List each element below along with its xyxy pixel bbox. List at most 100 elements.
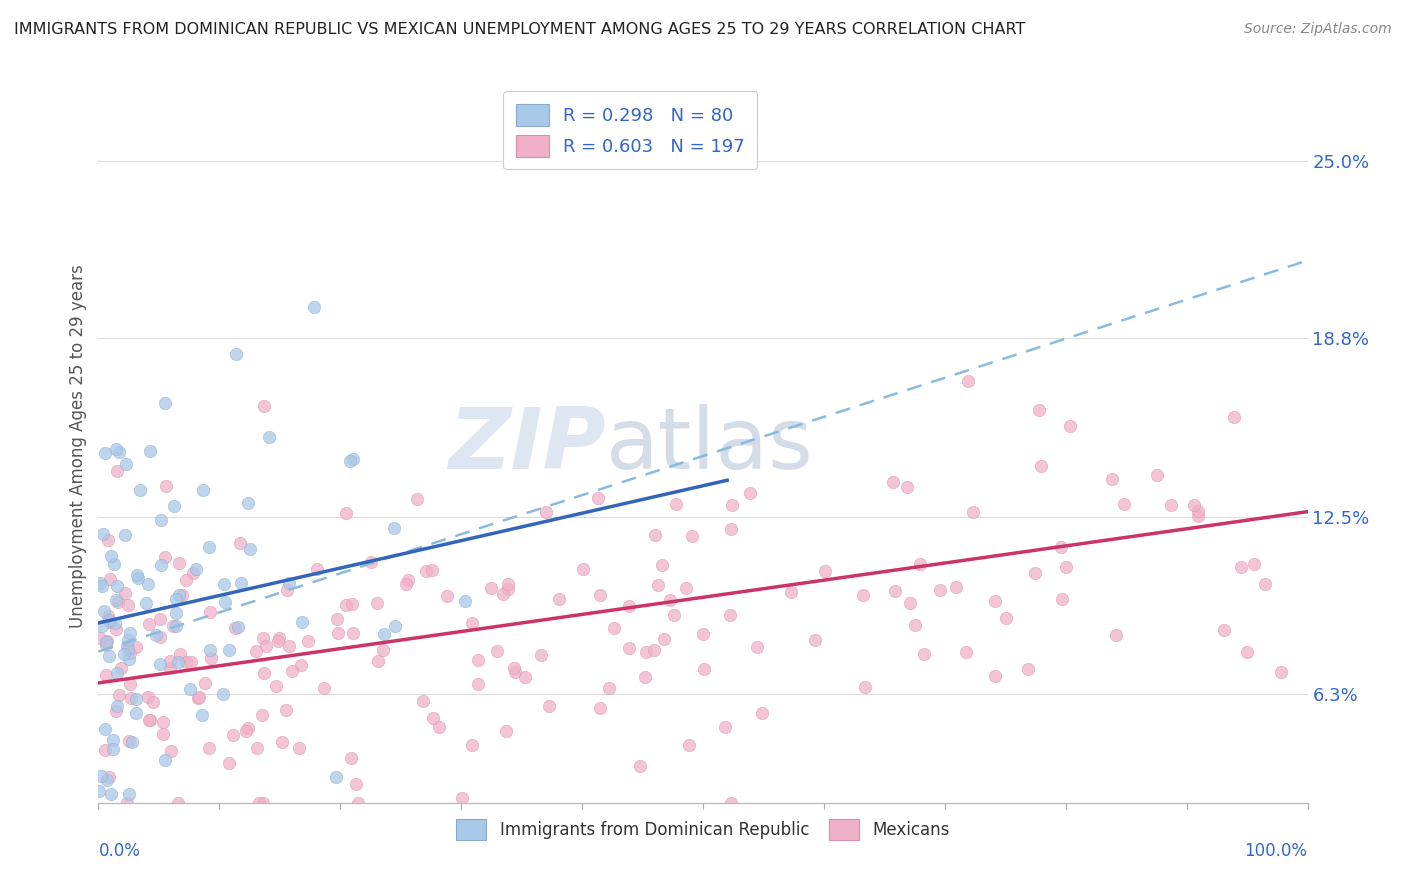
Text: atlas: atlas bbox=[606, 404, 814, 488]
Point bbox=[896, 480, 918, 494]
Point bbox=[184, 562, 207, 576]
Point bbox=[326, 626, 349, 640]
Point bbox=[454, 594, 477, 608]
Point bbox=[492, 587, 515, 601]
Point bbox=[117, 641, 139, 656]
Point bbox=[427, 720, 450, 734]
Point bbox=[138, 616, 160, 631]
Point bbox=[148, 657, 170, 671]
Point bbox=[718, 607, 741, 622]
Point bbox=[589, 588, 612, 602]
Point bbox=[955, 645, 977, 659]
Point bbox=[1054, 560, 1077, 574]
Point bbox=[104, 615, 127, 630]
Point bbox=[1101, 472, 1123, 486]
Point bbox=[174, 655, 197, 669]
Point bbox=[384, 618, 406, 632]
Point bbox=[277, 639, 299, 653]
Point bbox=[652, 632, 675, 647]
Point bbox=[198, 642, 221, 657]
Point bbox=[346, 777, 368, 791]
Point bbox=[994, 611, 1017, 625]
Point bbox=[882, 475, 904, 489]
Point bbox=[855, 680, 877, 694]
Point bbox=[253, 399, 276, 413]
Point bbox=[125, 706, 148, 720]
Point bbox=[153, 753, 176, 767]
Point bbox=[112, 648, 135, 662]
Point bbox=[678, 738, 700, 752]
Point bbox=[962, 505, 984, 519]
Text: Source: ZipAtlas.com: Source: ZipAtlas.com bbox=[1244, 22, 1392, 37]
Point bbox=[96, 772, 118, 787]
Point bbox=[107, 595, 129, 609]
Point bbox=[100, 549, 122, 564]
Point bbox=[142, 695, 165, 709]
Point bbox=[117, 598, 139, 612]
Point bbox=[159, 744, 181, 758]
Point bbox=[714, 721, 737, 735]
Point bbox=[382, 521, 405, 535]
Point bbox=[1223, 409, 1246, 424]
Point bbox=[114, 586, 136, 600]
Point bbox=[167, 556, 190, 570]
Point bbox=[100, 787, 122, 801]
Point bbox=[89, 576, 111, 591]
Point bbox=[957, 375, 980, 389]
Point bbox=[249, 796, 271, 810]
Point bbox=[1105, 628, 1128, 642]
Point bbox=[115, 458, 138, 472]
Point bbox=[1114, 497, 1136, 511]
Point bbox=[665, 497, 688, 511]
Point bbox=[181, 566, 204, 580]
Point bbox=[105, 666, 128, 681]
Point bbox=[720, 796, 742, 810]
Point bbox=[218, 642, 240, 657]
Point bbox=[373, 627, 395, 641]
Point bbox=[138, 713, 160, 727]
Point bbox=[325, 770, 347, 784]
Point bbox=[662, 608, 685, 623]
Point bbox=[150, 512, 173, 526]
Point bbox=[415, 564, 437, 578]
Point bbox=[479, 581, 502, 595]
Point bbox=[908, 558, 931, 572]
Point bbox=[97, 608, 120, 623]
Point bbox=[121, 735, 143, 749]
Point bbox=[900, 596, 922, 610]
Point bbox=[94, 446, 117, 460]
Point bbox=[1243, 557, 1265, 571]
Point bbox=[515, 670, 537, 684]
Point bbox=[200, 650, 222, 665]
Text: IMMIGRANTS FROM DOMINICAN REPUBLIC VS MEXICAN UNEMPLOYMENT AMONG AGES 25 TO 29 Y: IMMIGRANTS FROM DOMINICAN REPUBLIC VS ME… bbox=[14, 22, 1025, 37]
Point bbox=[342, 452, 364, 467]
Point bbox=[1187, 509, 1209, 524]
Point bbox=[945, 580, 967, 594]
Point bbox=[314, 681, 336, 695]
Point bbox=[721, 498, 744, 512]
Point bbox=[467, 653, 489, 667]
Point bbox=[1213, 624, 1236, 638]
Point bbox=[125, 640, 148, 655]
Point bbox=[929, 582, 952, 597]
Point bbox=[589, 701, 612, 715]
Point bbox=[271, 734, 294, 748]
Point bbox=[252, 632, 274, 646]
Point bbox=[486, 644, 509, 658]
Point bbox=[675, 581, 697, 595]
Text: ZIP: ZIP bbox=[449, 404, 606, 488]
Point bbox=[738, 486, 761, 500]
Point bbox=[658, 593, 681, 607]
Point bbox=[101, 732, 124, 747]
Point bbox=[180, 655, 202, 669]
Point bbox=[254, 639, 277, 653]
Point bbox=[98, 770, 121, 784]
Point bbox=[162, 618, 184, 632]
Point bbox=[155, 396, 177, 410]
Point bbox=[218, 756, 240, 771]
Point bbox=[1146, 467, 1168, 482]
Point bbox=[305, 562, 328, 576]
Point bbox=[291, 615, 314, 630]
Point bbox=[94, 742, 117, 756]
Point bbox=[257, 430, 280, 444]
